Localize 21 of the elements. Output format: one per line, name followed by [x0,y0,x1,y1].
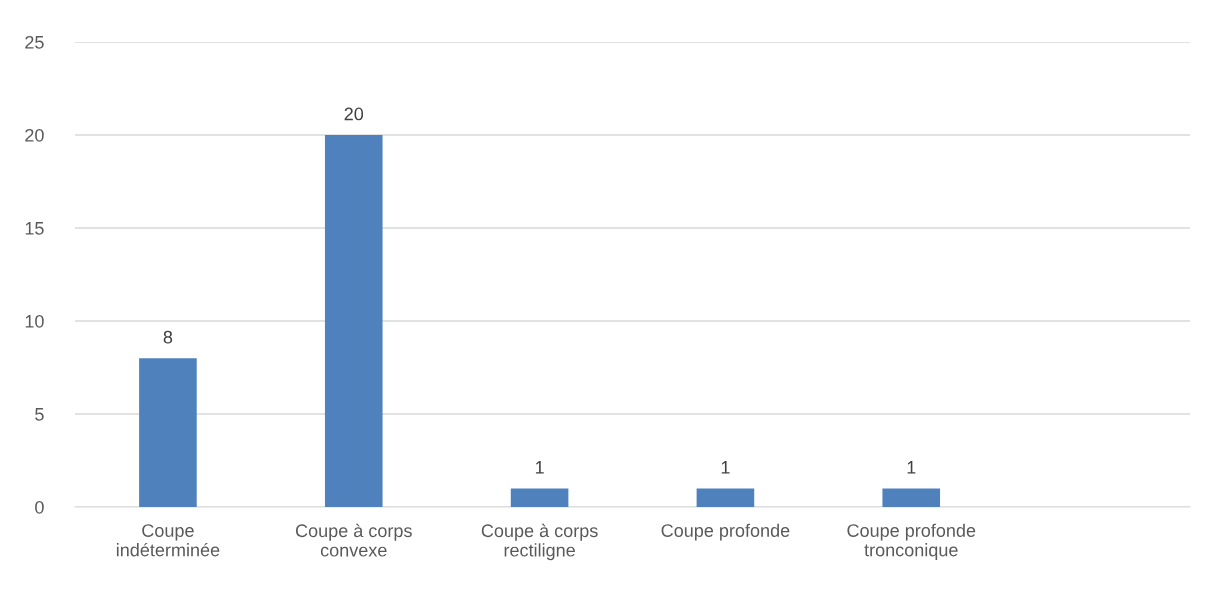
x-tick-label: Coupe à corps rectiligne [481,523,598,561]
data-label: 1 [721,461,730,474]
data-label: 1 [535,461,544,474]
x-tick-label: Coupe à corps convexe [295,523,412,557]
bar [882,488,941,507]
y-tick-label: 20 [25,128,44,142]
bar [510,488,569,507]
bar [139,358,197,507]
bar [696,488,755,507]
x-tick-label: Coupe indéterminée [116,524,220,557]
y-tick-label: 5 [35,408,44,421]
y-tick-label: 10 [25,314,44,328]
y-tick-label: 15 [25,222,44,235]
bar [324,135,383,507]
x-tick-label: Coupe profonde tronconique [847,523,976,560]
data-label: 1 [907,461,916,474]
data-label: 8 [163,330,173,344]
y-tick-label: 25 [25,35,44,49]
data-label: 20 [344,107,364,121]
y-tick-label: 0 [35,500,44,514]
x-tick-label: Coupe profonde [661,523,790,541]
